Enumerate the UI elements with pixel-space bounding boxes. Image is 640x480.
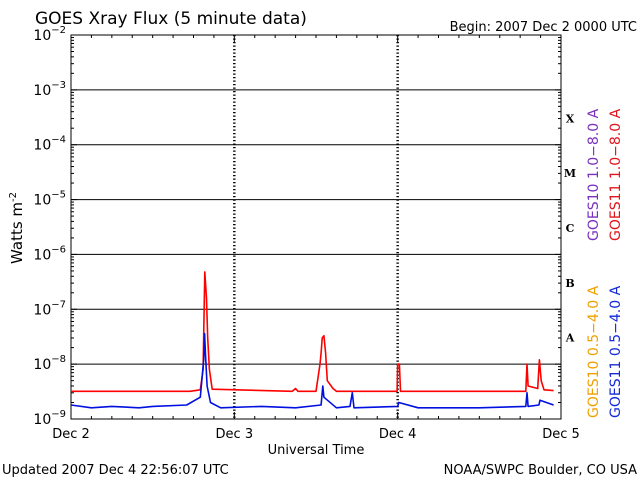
day-markers bbox=[233, 35, 399, 419]
series-line-long-channel bbox=[71, 271, 554, 393]
flare-class-label: A bbox=[565, 332, 575, 345]
y-tick-label: 10−2 bbox=[33, 25, 66, 44]
x-tick-label: Dec 2 bbox=[52, 427, 90, 442]
legend-short-channel: GOES10 0.5−4.0 A GOES11 0.5−4.0 A bbox=[586, 285, 624, 418]
x-tick-label: Dec 3 bbox=[216, 427, 254, 442]
x-tick-label: Dec 4 bbox=[379, 427, 417, 442]
grid-lines bbox=[71, 89, 561, 365]
y-tick-label: 10−8 bbox=[33, 354, 66, 373]
x-axis-ticks: Dec 2 Dec 3 Dec 4 Dec 5 bbox=[52, 35, 580, 442]
legend-long-channel: GOES10 1.0−8.0 A GOES11 1.0−8.0 A bbox=[586, 108, 624, 241]
legend-entry: GOES10 1.0−8.0 A bbox=[586, 108, 602, 241]
y-axis-ticks: 10−9 10−8 10−7 10−6 10−5 10−4 10−3 10−2 bbox=[33, 25, 561, 428]
flare-class-label: C bbox=[566, 222, 575, 235]
legend-entry: GOES10 0.5−4.0 A bbox=[586, 285, 602, 418]
y-tick-label: 10−5 bbox=[33, 190, 66, 209]
flare-class-labels: X M C B A bbox=[564, 112, 576, 344]
footer-updated: Updated 2007 Dec 4 22:56:07 UTC bbox=[2, 463, 229, 478]
x-axis-label: Universal Time bbox=[268, 443, 365, 458]
footer-source: NOAA/SWPC Boulder, CO USA bbox=[444, 463, 637, 478]
flare-class-label: M bbox=[564, 167, 576, 180]
data-series bbox=[70, 271, 554, 409]
y-axis-label: Watts m-2 bbox=[8, 192, 26, 264]
series-line-short-channel bbox=[70, 332, 554, 409]
y-tick-label: 10−7 bbox=[33, 299, 66, 318]
legend-entry: GOES11 0.5−4.0 A bbox=[608, 285, 624, 418]
y-tick-label: 10−6 bbox=[33, 244, 66, 263]
plot-frame bbox=[70, 34, 562, 420]
flare-class-label: X bbox=[566, 112, 575, 125]
flare-class-label: B bbox=[565, 277, 574, 290]
y-tick-label: 10−3 bbox=[33, 80, 66, 99]
x-tick-label: Dec 5 bbox=[542, 427, 580, 442]
y-tick-label: 10−9 bbox=[33, 409, 66, 428]
begin-label: Begin: 2007 Dec 2 0000 UTC bbox=[450, 20, 637, 35]
chart-title: GOES Xray Flux (5 minute data) bbox=[35, 9, 307, 29]
y-tick-label: 10−4 bbox=[33, 135, 66, 154]
legend-entry: GOES11 1.0−8.0 A bbox=[608, 108, 624, 241]
